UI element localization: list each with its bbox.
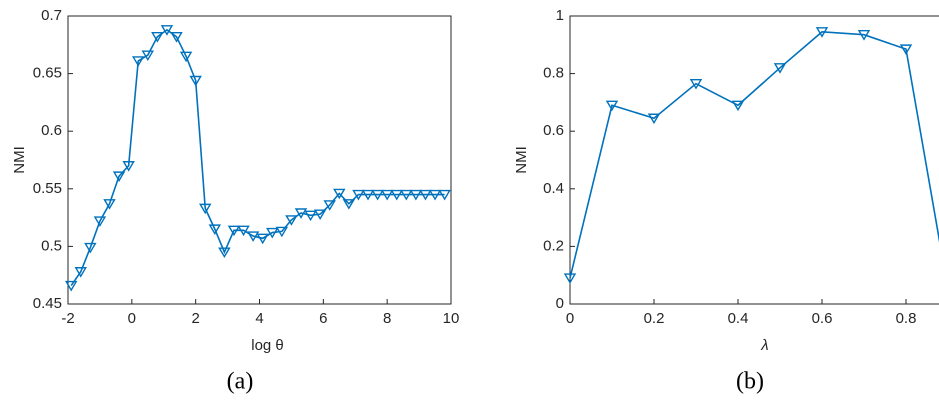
- marker: [218, 247, 231, 259]
- marker: [199, 203, 212, 215]
- marker: [179, 51, 193, 63]
- marker: [237, 225, 250, 237]
- marker: [409, 189, 423, 201]
- x-tick-label: 0.6: [812, 310, 833, 327]
- marker: [64, 280, 78, 292]
- y-tick-label: 0.8: [543, 65, 564, 82]
- caption: (a): [227, 369, 254, 395]
- axes-box: [569, 15, 939, 305]
- y-tick-label: 0.6: [41, 122, 62, 139]
- marker: [141, 50, 155, 62]
- x-tick-label: 0.4: [728, 310, 749, 327]
- marker: [342, 199, 356, 210]
- x-tick-label: 0.8: [896, 310, 917, 327]
- marker: [323, 200, 336, 211]
- y-tick-label: 0.5: [41, 237, 62, 254]
- marker: [227, 225, 241, 237]
- marker: [304, 210, 317, 222]
- marker: [731, 100, 745, 112]
- marker: [380, 189, 394, 201]
- marker: [285, 215, 298, 226]
- marker: [428, 189, 442, 201]
- x-tick-label: 0.2: [644, 310, 665, 327]
- marker: [400, 189, 413, 201]
- marker: [563, 273, 577, 284]
- x-tick-label: 0: [128, 310, 136, 327]
- x-tick-label: 0: [566, 310, 574, 327]
- x-axis-label: log θ: [251, 337, 284, 354]
- caption: (b): [736, 369, 764, 395]
- axes-box: [67, 15, 452, 305]
- marker: [689, 78, 703, 90]
- y-tick-label: 0.6: [543, 122, 564, 139]
- x-axis-label: λ: [760, 337, 768, 354]
- y-axis-label: NMI: [513, 146, 530, 174]
- data-line: [70, 28, 445, 287]
- x-tick-label: 2: [191, 310, 199, 327]
- marker: [294, 208, 308, 219]
- x-tick-label: 6: [319, 310, 327, 327]
- marker: [151, 32, 164, 43]
- marker: [419, 189, 432, 201]
- y-tick-label: 0.45: [33, 295, 62, 312]
- y-tick-label: 1: [556, 7, 564, 24]
- marker: [390, 189, 403, 201]
- marker: [189, 75, 202, 87]
- y-tick-label: 0.4: [543, 180, 564, 197]
- marker: [275, 226, 289, 238]
- marker: [160, 25, 174, 36]
- marker: [313, 209, 327, 221]
- y-tick-label: 0.2: [543, 237, 564, 254]
- marker: [815, 27, 829, 38]
- marker: [352, 189, 365, 201]
- marker: [361, 189, 375, 201]
- marker: [122, 161, 135, 172]
- y-tick-label: 0.65: [33, 65, 62, 82]
- marker: [857, 30, 871, 41]
- marker: [438, 189, 451, 201]
- marker: [371, 189, 384, 201]
- marker: [333, 188, 346, 200]
- x-tick-label: 10: [443, 310, 460, 327]
- marker: [899, 44, 913, 56]
- marker: [131, 56, 145, 67]
- y-tick-label: 0: [556, 295, 564, 312]
- y-tick-label: 0.7: [41, 7, 62, 24]
- marker: [208, 224, 222, 236]
- x-tick-label: -2: [61, 310, 74, 327]
- marker: [93, 216, 107, 227]
- marker: [773, 63, 787, 74]
- x-tick-label: 4: [255, 310, 263, 327]
- marker: [256, 233, 269, 245]
- marker: [266, 227, 279, 239]
- y-axis-label: NMI: [11, 146, 28, 174]
- marker: [246, 231, 260, 242]
- y-tick-label: 0.55: [33, 180, 62, 197]
- marker: [74, 267, 87, 278]
- marker: [170, 32, 183, 43]
- marker: [605, 100, 619, 112]
- data-line: [569, 31, 939, 279]
- marker: [103, 199, 116, 210]
- marker: [84, 242, 97, 254]
- marker: [112, 171, 126, 183]
- marker: [647, 113, 661, 125]
- x-tick-label: 8: [383, 310, 391, 327]
